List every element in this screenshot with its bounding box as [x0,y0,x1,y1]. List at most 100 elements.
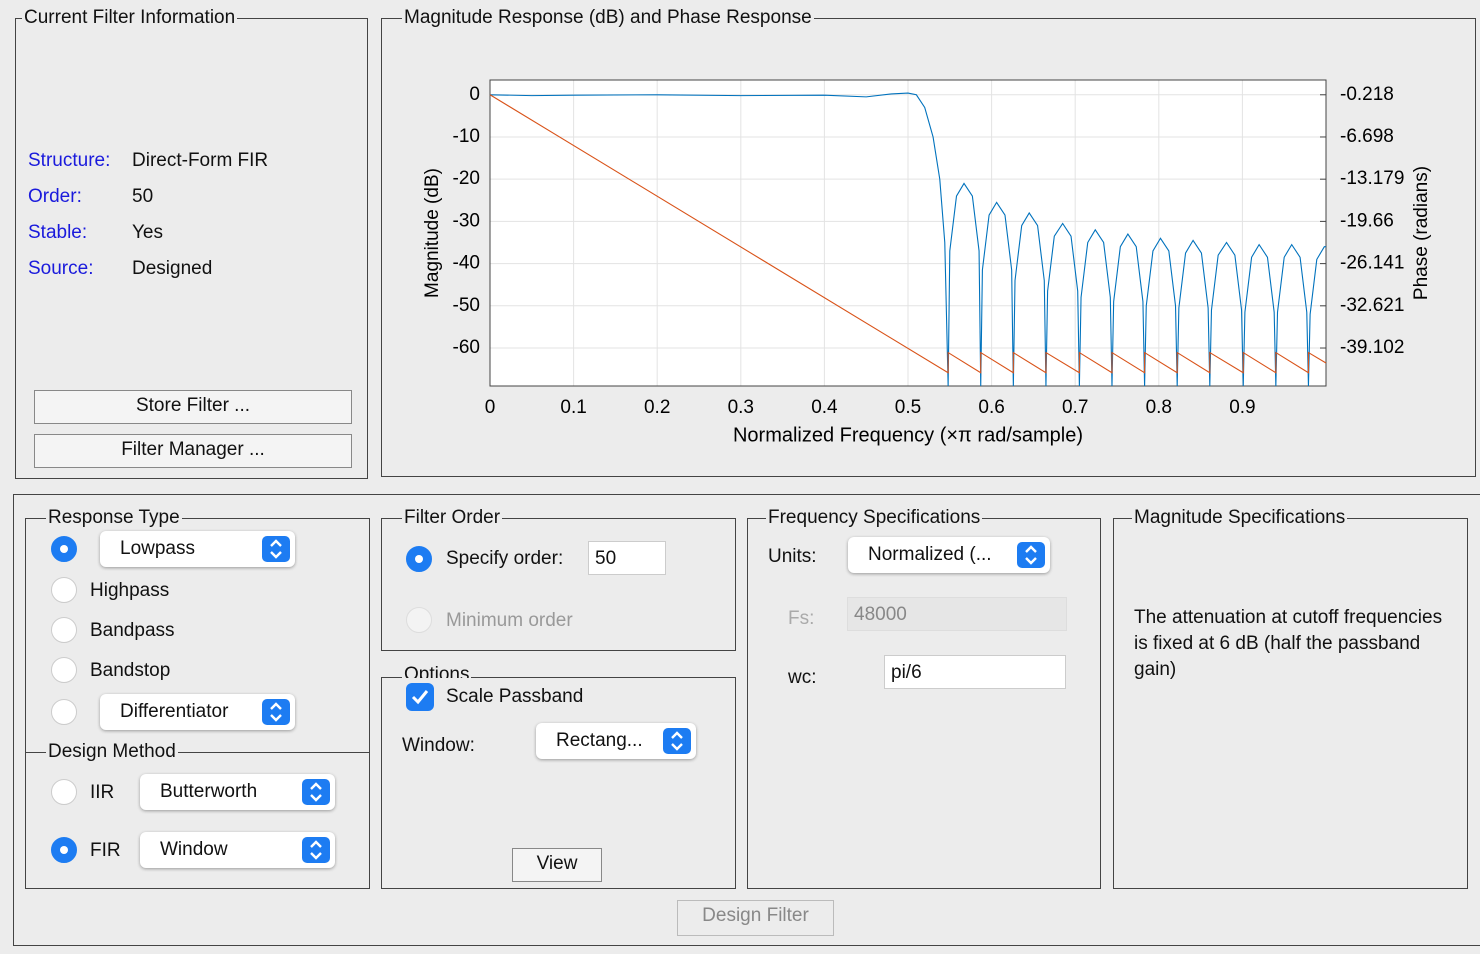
x-tick-label: 0.9 [1229,397,1255,418]
x-axis-label: Normalized Frequency (×π rad/sample) [733,424,1083,446]
x-tick-label: 0.5 [895,397,921,418]
dropdown-text: Rectang... [556,730,643,751]
dropdown[interactable]: Rectang... [536,723,696,759]
y2-axis-label: Phase (radians) [1411,166,1432,300]
radio[interactable] [51,779,77,805]
dropdown[interactable]: Window [140,832,335,868]
filter-order-panel: Filter Order [381,507,736,651]
dropdown[interactable]: Normalized (... [848,537,1050,573]
x-tick-label: 0.7 [1062,397,1088,418]
filter-manager-button[interactable]: Filter Manager ... [34,434,352,468]
plot-frame [489,79,1327,387]
options-panel: Options [381,664,736,889]
dropdown-text: Butterworth [160,781,258,802]
panel-title: Response Type [46,507,182,529]
x-tick-label: 0.2 [644,397,670,418]
x-tick-label: 0 [485,397,496,418]
y2-tick-label: -19.66 [1340,210,1394,231]
store-filter-button[interactable]: Store Filter ... [34,390,352,424]
radio[interactable] [51,617,77,643]
field-label: wc: [788,667,817,688]
x-tick-label: 0.1 [560,397,586,418]
wc-input[interactable]: pi/6 [884,655,1066,689]
y-axis-label: Magnitude (dB) [422,168,443,298]
filter-info-panel: Current Filter Information [15,7,368,479]
y-tick-label: -50 [453,295,480,316]
y2-tick-label: -26.141 [1340,253,1404,274]
radio[interactable] [51,699,77,725]
panel-title: Magnitude Specifications [1132,507,1348,529]
radio[interactable] [51,657,77,683]
dropdown-text: Differentiator [120,701,229,722]
checkbox[interactable] [406,683,434,711]
order-input[interactable]: 50 [588,541,666,575]
info-value: Yes [132,222,163,243]
field-label: Fs: [788,608,815,629]
info-value: Designed [132,258,213,279]
radio-label: Highpass [90,580,170,601]
design-filter-button[interactable]: Design Filter [677,900,834,936]
design-panel [13,494,1480,946]
radio-label: Bandpass [90,620,175,641]
chart-panel: Magnitude Response (dB) and Phase Respon… [381,7,1476,477]
radio[interactable] [51,536,77,562]
radio-label: Minimum order [446,610,573,631]
panel-title: Options [402,664,472,678]
y-tick-label: 0 [469,84,480,105]
panel-title: Design Method [46,741,178,763]
radio[interactable] [51,577,77,603]
field-label: Units: [768,546,817,567]
radio-label: IIR [90,782,115,803]
y-tick-label: -30 [453,210,480,231]
dropdown[interactable]: Differentiator [100,694,295,730]
chart-title: Magnitude Response (dB) and Phase Respon… [402,7,814,29]
dropdown-text: Lowpass [120,538,195,559]
panel-title: Filter Order [402,507,503,529]
dropdown-arrow [262,699,290,725]
y-tick-label: -40 [453,253,480,274]
x-tick-label: 0.4 [811,397,838,418]
field-label: Window: [402,735,475,756]
view-button[interactable]: View [512,848,602,882]
frequency-specs-panel: Frequency Specifications [747,507,1101,889]
y2-tick-label: -13.179 [1340,168,1404,189]
panel-title: Frequency Specifications [766,507,983,529]
x-tick-label: 0.3 [728,397,754,418]
fs-input: 48000 [847,597,1067,631]
series-line [489,92,1326,387]
y-tick-label: -20 [453,168,480,189]
panel-title: Current Filter Information [22,7,238,29]
info-value: Direct-Form FIR [132,150,269,171]
dropdown-arrow [302,837,330,863]
y2-tick-label: -6.698 [1340,126,1394,147]
chart: 0 0.1 0.2 0.3 0.4 0.5 0.6 0.7 0.8 0.9 0 -10 -20 -30 -4… [422,79,1432,446]
x-tick-label: 0.6 [978,397,1004,418]
info-value: 50 [132,186,154,207]
radio[interactable] [406,546,432,572]
magnitude-specs-panel: Magnitude Specifications [1113,507,1468,889]
checkbox-label: Scale Passband [446,686,584,707]
dropdown-text: Normalized (... [868,544,992,565]
info-label: Structure: [28,150,111,171]
y2-tick-label: -0.218 [1340,84,1394,105]
info-label: Source: [28,258,94,279]
dropdown-arrow [1017,542,1045,568]
dropdown[interactable]: Lowpass [100,531,295,567]
info-text: The attenuation at cutoff frequencies is… [1134,607,1443,680]
dropdown[interactable]: Butterworth [140,774,335,810]
dropdown-text: Window [160,839,228,860]
info-label: Stable: [28,222,88,243]
info-label: Order: [28,186,82,207]
y2-tick-label: -32.621 [1340,295,1404,316]
y-tick-label: -60 [453,337,480,358]
x-tick-label: 0.8 [1146,397,1172,418]
radio-label: FIR [90,840,121,861]
dropdown-arrow [262,536,290,562]
radio [406,607,432,633]
radio[interactable] [51,837,77,863]
series-line [489,94,1327,374]
dropdown-arrow [302,779,330,805]
radio-label: Bandstop [90,660,171,681]
y-tick-label: -10 [453,126,480,147]
